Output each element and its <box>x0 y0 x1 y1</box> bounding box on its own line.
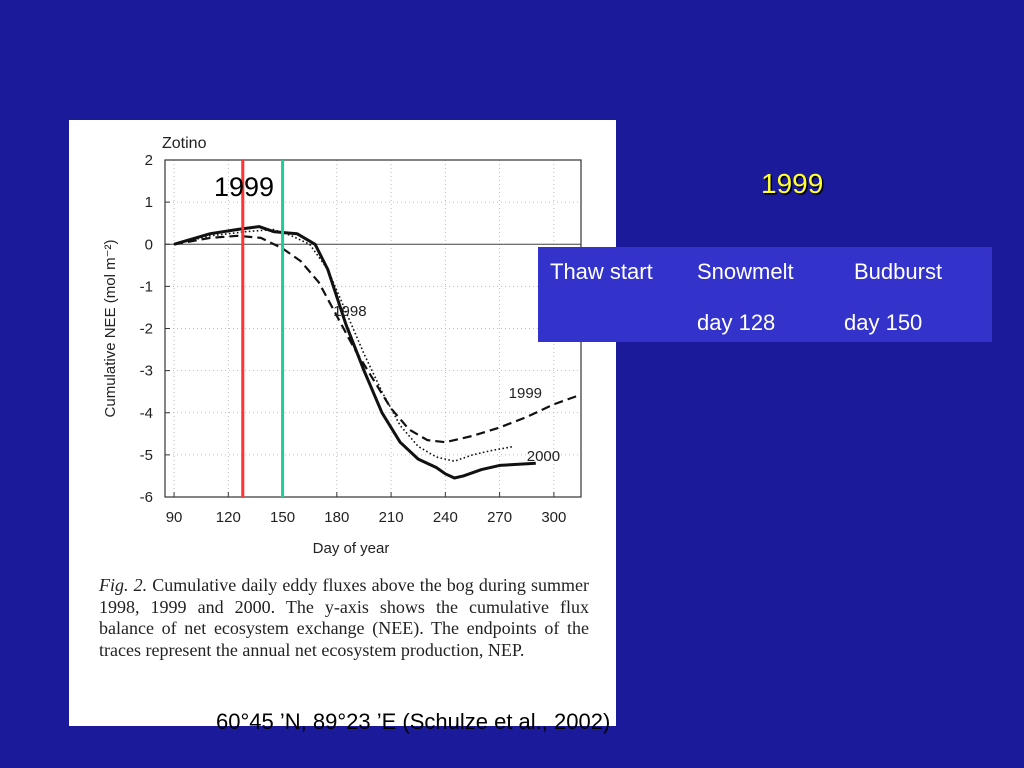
nee-chart: 90 120 150 180 210 240 270 300210-1-2-3-4-5-6Zo… <box>102 135 582 557</box>
chart-title: Zotino <box>162 135 207 152</box>
y-tick-label: -4 <box>140 405 153 422</box>
series-label-2000: 2000 <box>527 448 560 465</box>
y-tick-label: -2 <box>140 321 153 338</box>
series-line-2000 <box>173 225 536 480</box>
x-tick-label: 270 <box>487 509 512 526</box>
snowmelt-day: day 128 <box>697 310 776 335</box>
y-tick-label: -1 <box>140 278 153 295</box>
x-tick-label: 300 <box>541 509 566 526</box>
budburst-day: day 150 <box>844 310 923 335</box>
x-tick-label: 150 <box>270 509 295 526</box>
y-tick-label: -5 <box>140 447 153 464</box>
series-label-1999: 1999 <box>509 385 542 402</box>
x-tick-label: 210 <box>379 509 404 526</box>
caption-text: Cumulative daily eddy fluxes above the b… <box>99 575 589 660</box>
series-line-1999 <box>173 234 578 444</box>
year-label-left: 1999 <box>214 172 275 202</box>
y-tick-label: -3 <box>140 363 153 380</box>
location-citation: 60°45 ’N, 89°23 ’E (Schulze et al., 2002… <box>216 709 611 734</box>
x-axis-label: Day of year <box>313 540 390 557</box>
y-tick-label: -6 <box>140 489 153 506</box>
y-axis-label: Cumulative NEE (mol m⁻²) <box>102 240 119 418</box>
x-tick-label: 120 <box>216 509 241 526</box>
series-label-1998: 1998 <box>333 303 366 320</box>
phenology-events-box: Thaw start Snowmelt Budburst day 128 day… <box>538 247 992 342</box>
x-tick-label: 90 <box>166 509 183 526</box>
y-tick-label: 1 <box>145 194 153 211</box>
x-tick-label: 180 <box>324 509 349 526</box>
figure-panel: 90 120 150 180 210 240 270 300 2 1 0 -1 -2 -3 -4 -5 -6 Zo… <box>69 120 616 726</box>
snowmelt-label: Snowmelt <box>697 259 794 284</box>
x-tick-label: 240 <box>433 509 458 526</box>
year-label-highlight: 1999 <box>761 168 824 199</box>
y-tick-label: 2 <box>145 152 153 169</box>
y-tick-label: 0 <box>145 236 153 253</box>
budburst-label: Budburst <box>854 259 943 284</box>
thaw-start-label: Thaw start <box>550 259 653 284</box>
series-line-1998 <box>173 228 515 462</box>
caption-label: Fig. 2. <box>99 575 148 595</box>
figure-caption: Fig. 2. Cumulative daily eddy fluxes abo… <box>99 575 589 661</box>
